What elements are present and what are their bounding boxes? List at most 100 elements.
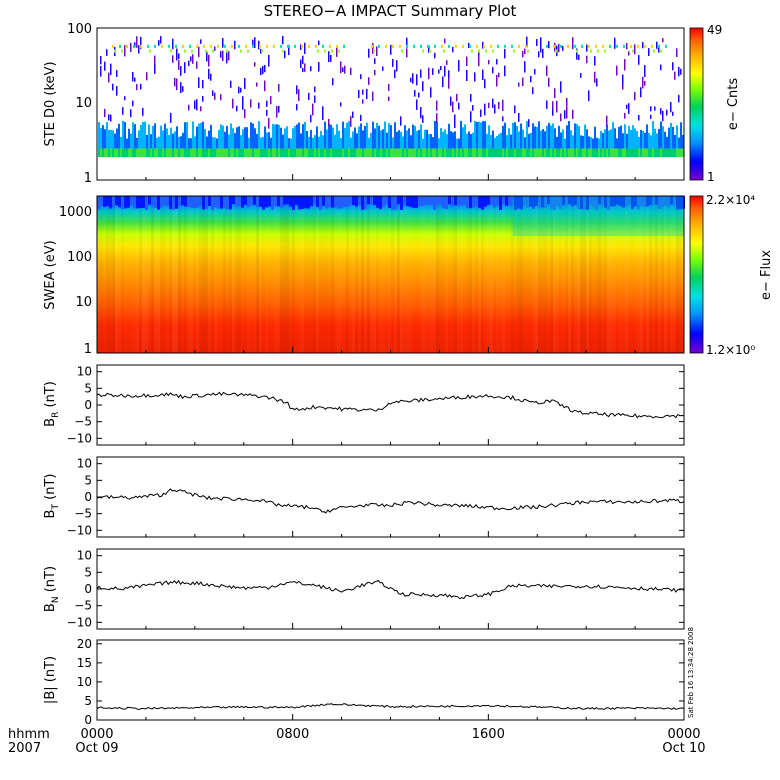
ste-pixel bbox=[513, 49, 515, 53]
ste-pixel bbox=[260, 67, 262, 76]
ste-pixel bbox=[258, 121, 260, 149]
ste-pixel bbox=[486, 133, 488, 149]
ste-pixel bbox=[166, 128, 168, 149]
swea-pixel bbox=[319, 196, 322, 210]
ste-pixel bbox=[588, 44, 590, 48]
ste-pixel bbox=[320, 130, 322, 149]
ste-pixel bbox=[504, 44, 506, 48]
ste-pixel bbox=[668, 148, 670, 158]
ste-pixel bbox=[372, 121, 374, 149]
ste-pixel bbox=[308, 44, 310, 48]
ste-pixel bbox=[420, 148, 422, 158]
ste-pixel bbox=[182, 148, 184, 158]
ste-pixel bbox=[480, 148, 482, 158]
ste-pixel bbox=[574, 123, 576, 149]
ste-pixel bbox=[638, 136, 640, 149]
swea-pixel bbox=[469, 196, 472, 209]
time-axis-year-label: 2007 bbox=[8, 741, 41, 756]
swea-pixel bbox=[550, 196, 553, 209]
ste-pixel bbox=[466, 133, 468, 149]
swea-stripe bbox=[205, 196, 208, 353]
ste-pixel bbox=[510, 148, 512, 158]
ste-pixel bbox=[592, 148, 594, 158]
ste-pixel bbox=[316, 126, 318, 149]
ste-pixel bbox=[138, 130, 140, 149]
swea-pixel bbox=[373, 196, 376, 206]
ste-pixel bbox=[230, 148, 232, 158]
ste-pixel bbox=[488, 102, 490, 109]
swea-pixel bbox=[595, 196, 598, 210]
ste-pixel bbox=[168, 148, 170, 158]
ste-pixel bbox=[572, 109, 574, 119]
swea-pixel bbox=[631, 196, 634, 210]
ste-pixel bbox=[468, 42, 470, 48]
swea-stripe bbox=[430, 196, 433, 353]
ste-pixel bbox=[538, 148, 540, 158]
swea-stripe bbox=[277, 196, 280, 353]
y-tick-label: −5 bbox=[74, 507, 92, 521]
ste-pixel bbox=[400, 148, 402, 158]
ste-pixel bbox=[136, 148, 138, 158]
swea-stripe bbox=[154, 196, 157, 353]
ste-pixel bbox=[220, 124, 222, 149]
ste-pixel bbox=[616, 148, 618, 158]
swea-pixel bbox=[286, 196, 289, 205]
swea-stripe bbox=[334, 196, 337, 353]
ste-pixel bbox=[142, 107, 144, 116]
ste-pixel bbox=[456, 93, 458, 102]
ste-pixel bbox=[664, 131, 666, 149]
ste-pixel bbox=[268, 132, 270, 149]
ste-pixel bbox=[648, 48, 650, 57]
ste-pixel bbox=[270, 96, 272, 105]
ste-pixel bbox=[100, 56, 102, 65]
ste-pixel bbox=[342, 121, 344, 149]
swea-stripe bbox=[157, 196, 160, 353]
swea-pixel bbox=[604, 196, 607, 208]
swea-pixel bbox=[331, 196, 334, 208]
ste-pixel bbox=[334, 148, 336, 158]
ste-pixel bbox=[498, 148, 500, 158]
plot-title: STEREO−A IMPACT Summary Plot bbox=[264, 2, 517, 20]
ste-pixel bbox=[628, 148, 630, 158]
ste-pixel bbox=[536, 126, 538, 149]
ste-pixel bbox=[376, 122, 378, 149]
ste-pixel bbox=[618, 126, 620, 149]
swea-pixel bbox=[463, 196, 466, 205]
ste-pixel bbox=[158, 136, 160, 149]
swea-pixel bbox=[367, 196, 370, 205]
ste-pixel bbox=[630, 129, 632, 149]
ste-pixel bbox=[378, 148, 380, 158]
swea-stripe bbox=[214, 196, 217, 353]
ste-pixel bbox=[556, 136, 558, 149]
ste-pixel bbox=[496, 136, 498, 149]
swea-stripe bbox=[202, 196, 205, 353]
swea-stripe bbox=[664, 196, 667, 353]
ste-pixel bbox=[332, 127, 334, 149]
swea-pixel bbox=[628, 196, 631, 205]
ste-pixel bbox=[134, 77, 136, 82]
ste-pixel bbox=[540, 42, 542, 53]
ste-pixel bbox=[624, 124, 626, 149]
ste-pixel bbox=[244, 127, 246, 149]
ste-pixel bbox=[552, 123, 554, 149]
swea-pixel bbox=[100, 196, 103, 207]
ste-pixel bbox=[356, 148, 358, 158]
ste-pixel bbox=[644, 65, 646, 77]
y-tick-label: 5 bbox=[84, 381, 92, 395]
ste-pixel bbox=[492, 148, 494, 158]
ste-pixel bbox=[624, 112, 626, 119]
ste-pixel bbox=[382, 148, 384, 158]
swea-stripe bbox=[454, 196, 457, 353]
swea-pixel bbox=[217, 196, 220, 209]
ste-pixel bbox=[656, 41, 658, 49]
swea-pixel bbox=[130, 196, 133, 206]
swea-stripe bbox=[151, 196, 154, 353]
swea-pixel bbox=[583, 196, 586, 210]
ste-pixel bbox=[672, 127, 674, 149]
ste-pixel bbox=[406, 48, 408, 58]
ste-pixel bbox=[492, 49, 494, 53]
swea-pixel bbox=[232, 196, 235, 205]
swea-pixel bbox=[364, 196, 367, 210]
ste-pixel bbox=[324, 49, 326, 53]
ste-pixel bbox=[514, 148, 516, 158]
